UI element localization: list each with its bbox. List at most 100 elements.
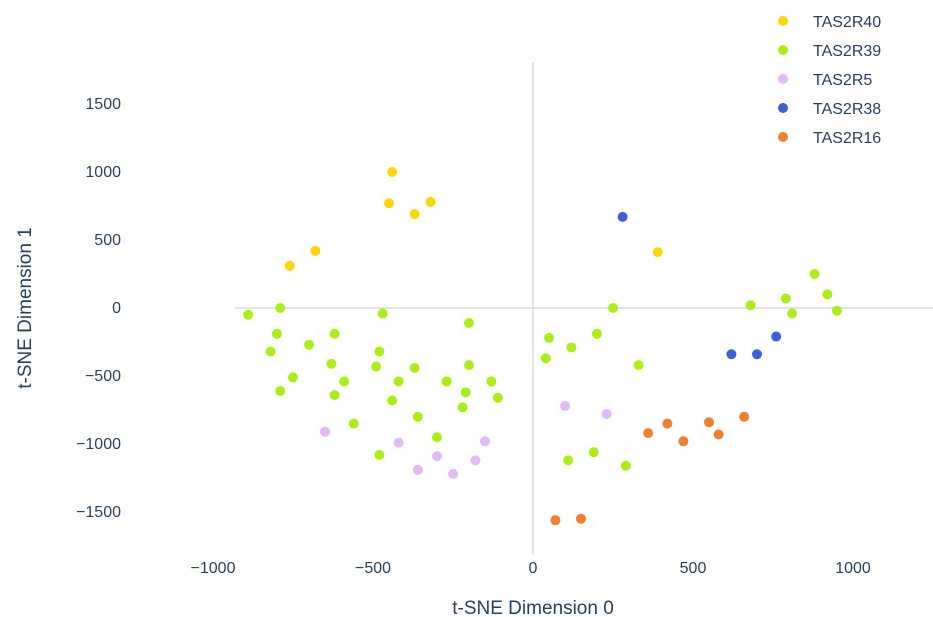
point-tas2r39[interactable] bbox=[787, 308, 798, 319]
point-tas2r16[interactable] bbox=[662, 418, 673, 429]
point-tas2r39[interactable] bbox=[588, 447, 599, 458]
legend-marker-tas2r40 bbox=[778, 16, 788, 26]
point-tas2r39[interactable] bbox=[432, 432, 442, 443]
point-tas2r39[interactable] bbox=[243, 309, 254, 320]
point-tas2r39[interactable] bbox=[608, 303, 618, 313]
points-layer bbox=[243, 167, 842, 526]
point-tas2r39[interactable] bbox=[377, 308, 388, 319]
point-tas2r39[interactable] bbox=[492, 392, 503, 403]
point-tas2r39[interactable] bbox=[780, 293, 791, 304]
point-tas2r16[interactable] bbox=[739, 411, 750, 422]
point-tas2r40[interactable] bbox=[387, 167, 398, 177]
point-tas2r39[interactable] bbox=[339, 376, 350, 387]
point-tas2r39[interactable] bbox=[540, 353, 551, 364]
point-tas2r38[interactable] bbox=[752, 349, 762, 360]
point-tas2r39[interactable] bbox=[563, 455, 574, 466]
point-tas2r5[interactable] bbox=[448, 468, 458, 479]
point-tas2r39[interactable] bbox=[374, 449, 385, 460]
legend-marker-tas2r16 bbox=[778, 132, 788, 142]
point-tas2r39[interactable] bbox=[326, 358, 337, 369]
point-tas2r39[interactable] bbox=[387, 395, 398, 406]
point-tas2r39[interactable] bbox=[329, 390, 340, 401]
legend-item-tas2r16[interactable]: TAS2R16 bbox=[778, 130, 881, 147]
point-tas2r16[interactable] bbox=[550, 515, 561, 526]
point-tas2r5[interactable] bbox=[470, 455, 481, 466]
legend-marker-tas2r39 bbox=[778, 45, 788, 55]
x-axis-title: t-SNE Dimension 0 bbox=[452, 598, 614, 617]
x-axis-ticks: −1000 −500 0 500 1000 bbox=[191, 560, 871, 577]
point-tas2r39[interactable] bbox=[620, 460, 631, 471]
y-tick-label: −500 bbox=[85, 368, 121, 385]
y-tick-label: 500 bbox=[94, 232, 121, 249]
point-tas2r39[interactable] bbox=[832, 305, 842, 316]
y-axis-title: t-SNE Dimension 1 bbox=[15, 227, 36, 389]
point-tas2r39[interactable] bbox=[393, 376, 404, 387]
point-tas2r39[interactable] bbox=[412, 411, 423, 422]
legend-item-tas2r40[interactable]: TAS2R40 bbox=[778, 14, 881, 31]
point-tas2r39[interactable] bbox=[275, 385, 286, 396]
plot-area bbox=[235, 62, 933, 555]
point-tas2r16[interactable] bbox=[704, 417, 714, 428]
point-tas2r39[interactable] bbox=[460, 387, 471, 398]
point-tas2r40[interactable] bbox=[310, 245, 321, 256]
point-tas2r39[interactable] bbox=[265, 346, 276, 357]
legend-marker-tas2r38 bbox=[778, 103, 788, 113]
legend-item-tas2r5[interactable]: TAS2R5 bbox=[778, 72, 872, 89]
point-tas2r39[interactable] bbox=[592, 328, 602, 339]
point-tas2r16[interactable] bbox=[643, 428, 654, 439]
legend-label-tas2r40: TAS2R40 bbox=[813, 14, 881, 31]
point-tas2r5[interactable] bbox=[601, 409, 612, 420]
point-tas2r39[interactable] bbox=[348, 418, 359, 429]
point-tas2r39[interactable] bbox=[745, 300, 756, 311]
point-tas2r40[interactable] bbox=[652, 247, 663, 258]
x-tick-label: 0 bbox=[529, 560, 538, 577]
point-tas2r16[interactable] bbox=[576, 513, 586, 524]
point-tas2r39[interactable] bbox=[374, 346, 385, 357]
point-tas2r5[interactable] bbox=[320, 426, 330, 437]
point-tas2r5[interactable] bbox=[393, 437, 404, 448]
point-tas2r39[interactable] bbox=[441, 376, 452, 387]
point-tas2r5[interactable] bbox=[412, 464, 423, 475]
point-tas2r16[interactable] bbox=[713, 429, 724, 440]
x-tick-label: −1000 bbox=[191, 560, 236, 577]
point-tas2r40[interactable] bbox=[409, 209, 420, 220]
point-tas2r39[interactable] bbox=[329, 328, 340, 339]
point-tas2r39[interactable] bbox=[566, 342, 577, 353]
point-tas2r40[interactable] bbox=[284, 260, 295, 271]
point-tas2r39[interactable] bbox=[457, 402, 468, 413]
point-tas2r40[interactable] bbox=[425, 196, 436, 207]
point-tas2r39[interactable] bbox=[809, 269, 820, 279]
point-tas2r38[interactable] bbox=[617, 211, 628, 222]
point-tas2r39[interactable] bbox=[288, 372, 298, 383]
point-tas2r39[interactable] bbox=[633, 360, 644, 371]
legend-label-tas2r39: TAS2R39 bbox=[813, 43, 881, 60]
point-tas2r39[interactable] bbox=[822, 289, 833, 300]
legend-item-tas2r38[interactable]: TAS2R38 bbox=[778, 101, 881, 118]
point-tas2r38[interactable] bbox=[726, 349, 737, 360]
legend-item-tas2r39[interactable]: TAS2R39 bbox=[778, 43, 881, 60]
point-tas2r16[interactable] bbox=[678, 436, 689, 447]
legend-label-tas2r5: TAS2R5 bbox=[813, 72, 872, 89]
point-tas2r40[interactable] bbox=[384, 198, 394, 209]
point-tas2r5[interactable] bbox=[432, 451, 442, 462]
x-tick-label: −500 bbox=[355, 560, 391, 577]
point-tas2r39[interactable] bbox=[304, 339, 314, 350]
point-tas2r39[interactable] bbox=[275, 303, 286, 313]
point-tas2r39[interactable] bbox=[544, 332, 554, 343]
point-tas2r39[interactable] bbox=[409, 362, 420, 373]
legend[interactable]: TAS2R40 TAS2R39 TAS2R5 TAS2R38 TAS2R16 bbox=[778, 14, 881, 147]
legend-marker-tas2r5 bbox=[778, 74, 788, 84]
point-tas2r39[interactable] bbox=[464, 317, 474, 328]
point-tas2r39[interactable] bbox=[486, 376, 497, 387]
point-tas2r5[interactable] bbox=[480, 436, 490, 447]
y-tick-label: 1000 bbox=[85, 164, 121, 181]
legend-label-tas2r16: TAS2R16 bbox=[813, 130, 881, 147]
point-tas2r5[interactable] bbox=[560, 400, 570, 411]
point-tas2r39[interactable] bbox=[272, 328, 282, 339]
point-tas2r39[interactable] bbox=[464, 360, 474, 371]
y-tick-label: −1500 bbox=[76, 504, 121, 521]
point-tas2r38[interactable] bbox=[771, 331, 782, 342]
y-tick-label: 1500 bbox=[85, 96, 121, 113]
point-tas2r39[interactable] bbox=[371, 361, 382, 372]
